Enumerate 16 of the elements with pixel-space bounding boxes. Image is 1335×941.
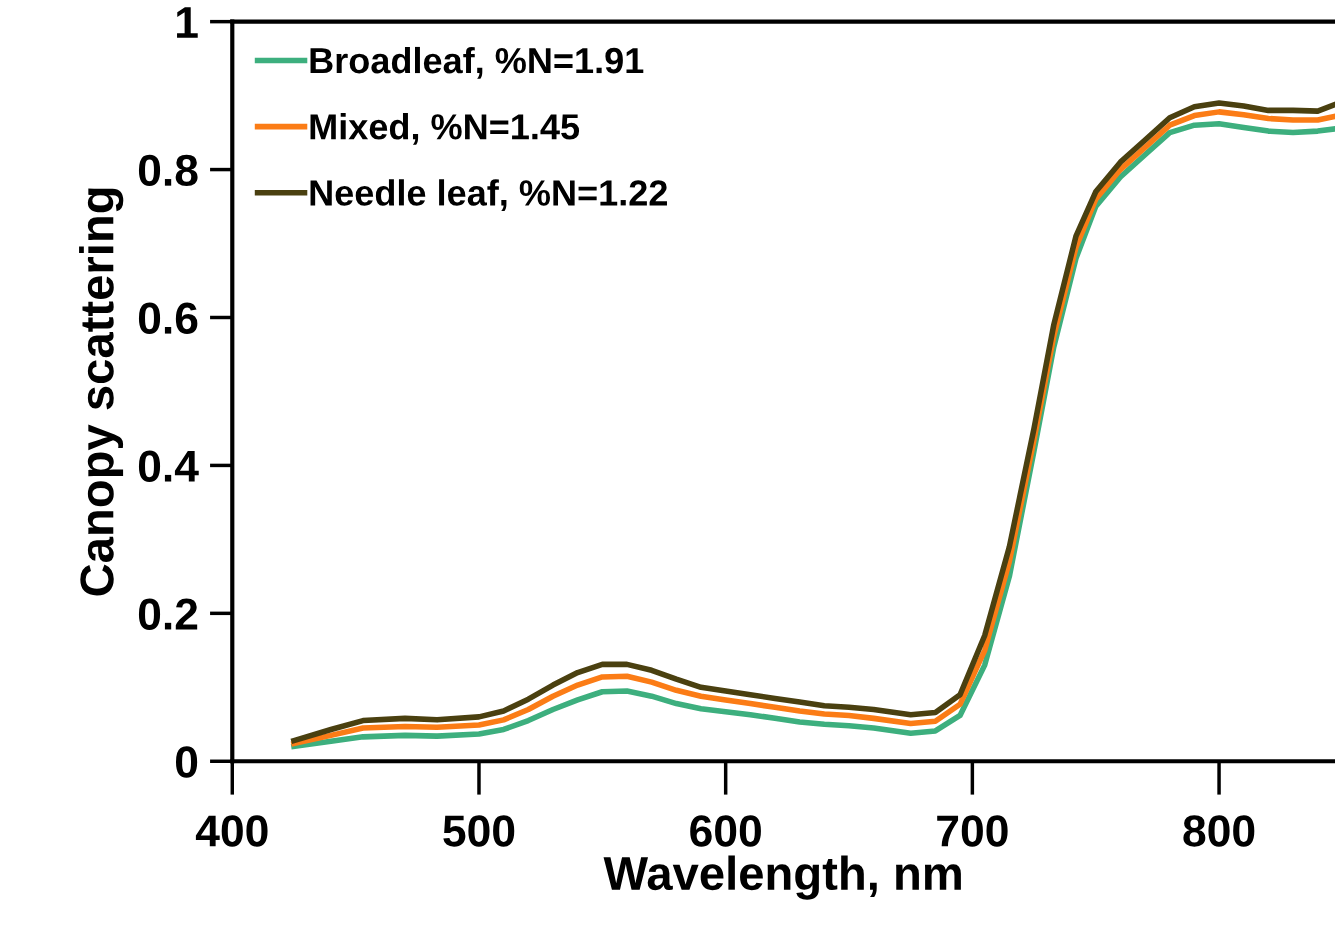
x-tick-label: 500	[443, 815, 515, 847]
x-tick-label: 400	[195, 815, 268, 847]
y-tick-label: 0.2	[138, 598, 198, 630]
legend-label: Broadleaf, %N=1.91	[310, 46, 644, 79]
y-tick-label: 0	[176, 746, 198, 778]
x-axis-title: Wavelength, nm	[603, 855, 961, 900]
y-tick-label: 0.8	[138, 154, 198, 187]
x-tick-label: 800	[1183, 815, 1255, 847]
y-tick-label: 0.6	[138, 302, 198, 335]
x-tick-label: 600	[690, 815, 761, 847]
y-axis-title: Canopy scattering	[79, 188, 124, 596]
legend-label: Needle leaf, %N=1.22	[310, 179, 667, 212]
y-tick-label: 0.4	[138, 450, 199, 482]
legend-label: Mixed, %N=1.45	[310, 113, 580, 145]
y-tick-label: 1	[177, 7, 198, 38]
x-tick-label: 700	[937, 815, 1008, 847]
